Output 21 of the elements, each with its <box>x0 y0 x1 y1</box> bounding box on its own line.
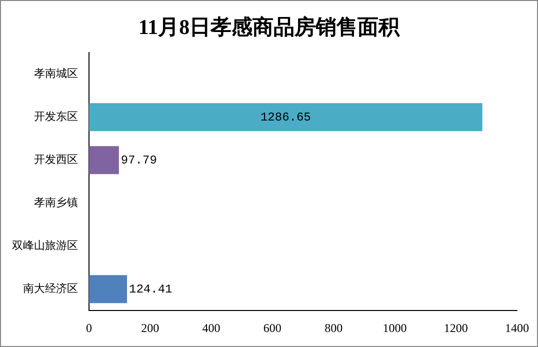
y-tick-label: 孝南城区 <box>34 66 78 80</box>
x-tick-label: 400 <box>202 320 220 335</box>
chart-title: 11月8日孝感商品房销售面积 <box>137 14 401 41</box>
x-tick-label: 1400 <box>505 320 529 335</box>
data-label: 124.41 <box>129 282 172 296</box>
x-tick-label: 0 <box>86 320 92 335</box>
bar <box>89 146 119 174</box>
x-tick-label: 1000 <box>382 320 407 335</box>
data-label: 1286.65 <box>260 110 311 124</box>
bar <box>89 275 128 304</box>
y-tick-label: 开发西区 <box>34 152 78 166</box>
y-tick-label: 双峰山旅游区 <box>12 238 78 252</box>
x-tick-label: 600 <box>263 320 282 335</box>
x-tick-label: 1200 <box>444 320 468 335</box>
y-tick-label: 南大经济区 <box>23 282 78 295</box>
y-tick-label: 开发东区 <box>34 110 78 123</box>
x-tick-label: 800 <box>324 320 343 335</box>
data-label: 97.79 <box>120 153 157 168</box>
bar <box>89 103 482 132</box>
x-tick-label: 200 <box>141 320 160 335</box>
y-tick-label: 孝南乡镇 <box>34 196 78 209</box>
